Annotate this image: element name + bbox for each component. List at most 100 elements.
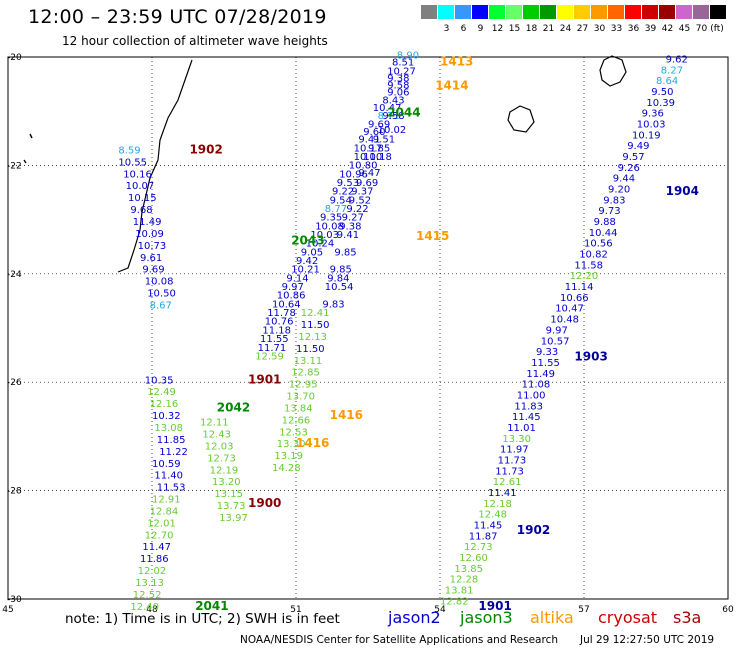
swh-value: 12.84 [150,506,179,517]
swh-value: 9.69 [368,119,390,130]
swh-value: 12.49 [147,387,176,398]
swh-value: 11.14 [565,282,594,293]
swh-value: 9.41 [337,230,359,241]
scale-swatch [642,5,658,19]
pass-label: 1902 [189,142,222,156]
swh-value: 11.45 [512,412,541,423]
swh-value: 10.32 [152,411,181,422]
scale-swatch [421,5,437,19]
swh-value: 10.02 [378,125,407,136]
pass-label: 2044 [387,106,420,120]
swh-value: 12.18 [483,499,512,510]
swh-value: 9.50 [651,87,673,98]
scale-label: 6 [461,24,467,34]
lon-tick-label: 51 [290,605,301,615]
swh-value: 12.19 [210,465,239,476]
swh-value: 10.17 [354,143,383,154]
swh-value: 10.19 [632,130,661,141]
lat-tick-label: -22 [7,161,22,171]
swh-value: 10.08 [145,277,174,288]
swh-value: 9.54 [330,195,352,206]
swh-value: 12.60 [459,553,488,564]
swh-value: 10.39 [646,98,675,109]
swh-value: 13.70 [286,392,315,403]
swh-value: 12.73 [464,542,493,553]
swh-value: 10.08 [315,221,344,232]
swh-value: 9.73 [598,206,620,217]
scale-swatch [557,5,573,19]
swh-value: 9.83 [322,299,344,310]
swh-value: 9.44 [613,174,635,185]
swh-value: 9.35 [320,213,342,224]
pass-label: 1413 [440,55,473,69]
swh-value: 11.08 [522,380,551,391]
scale-swatch [693,5,709,19]
lon-tick-label: 45 [2,605,13,615]
map-subtitle: 12 hour collection of altimeter wave hei… [62,34,328,48]
swh-value: 10.50 [147,289,176,300]
legend-altika: altika [530,608,574,627]
swh-value: 12.59 [255,351,284,362]
swh-value: 9.22 [332,187,354,198]
swh-value: 11.50 [301,320,330,331]
pass-label: 1416 [296,436,329,450]
swh-value: 12.41 [301,308,330,319]
lon-tick-label: 60 [722,605,734,615]
swh-value: 11.53 [157,483,186,494]
swh-value: 12.48 [478,510,507,521]
scale-swatch [540,5,556,19]
pass-label: 2043 [291,234,324,248]
swh-value: 12.03 [205,441,234,452]
swh-value: 9.83 [603,195,625,206]
swh-value: 13.30 [502,434,531,445]
swh-value: 9.69 [356,178,378,189]
swh-value: 11.83 [514,401,543,412]
swh-value: 10.56 [584,239,613,250]
scale-label: 45 [679,24,690,34]
swh-value: 12.02 [138,566,167,577]
swh-value: 12.11 [200,418,229,429]
pass-label: 1414 [435,79,468,93]
swh-value: 10.44 [589,228,618,239]
swh-value: 9.62 [666,54,688,65]
swh-value: 9.14 [286,273,308,284]
scale-swatch [489,5,505,19]
swh-value: 13.97 [219,513,248,524]
swh-value: 11.00 [517,390,546,401]
swh-value: 8.77 [325,204,347,215]
swh-value: 11.49 [526,369,555,380]
islet [23,159,27,164]
lat-tick-label: -30 [7,595,22,605]
scale-swatch [608,5,624,19]
swh-value: 12.73 [207,453,236,464]
scale-label: 27 [577,24,588,34]
swh-value: 12.95 [289,380,318,391]
swh-value: 11.97 [500,445,529,456]
scale-label: 42 [662,24,673,34]
swh-value: 10.86 [277,291,306,302]
swh-value: 14.28 [272,463,301,474]
swh-value: 9.47 [358,168,380,179]
swh-value: 12.20 [570,271,599,282]
swh-value: 10.03 [637,119,666,130]
swh-value: 12.13 [298,332,327,343]
scale-swatch [523,5,539,19]
pass-label: 2041 [195,599,228,613]
madagascar-coastline [117,59,193,273]
swh-value: 9.85 [368,143,390,154]
swh-value: 12.85 [291,368,320,379]
swh-value: 11.47 [142,542,171,553]
pass-label: 1901 [478,599,511,613]
scale-label: 70 [696,24,708,34]
lon-tick-label: 57 [578,605,589,615]
scale-swatch [438,5,454,19]
swh-value: 11.58 [574,260,603,271]
swh-value: 9.05 [301,247,323,258]
scale-label: 21 [543,24,554,34]
swh-value: 13.19 [274,451,303,462]
swh-value: 9.52 [349,195,371,206]
swh-value: 13.13 [135,578,164,589]
swh-value: 8.59 [118,145,140,156]
swh-value: 13.73 [217,501,246,512]
swh-value: 12.28 [450,575,479,586]
